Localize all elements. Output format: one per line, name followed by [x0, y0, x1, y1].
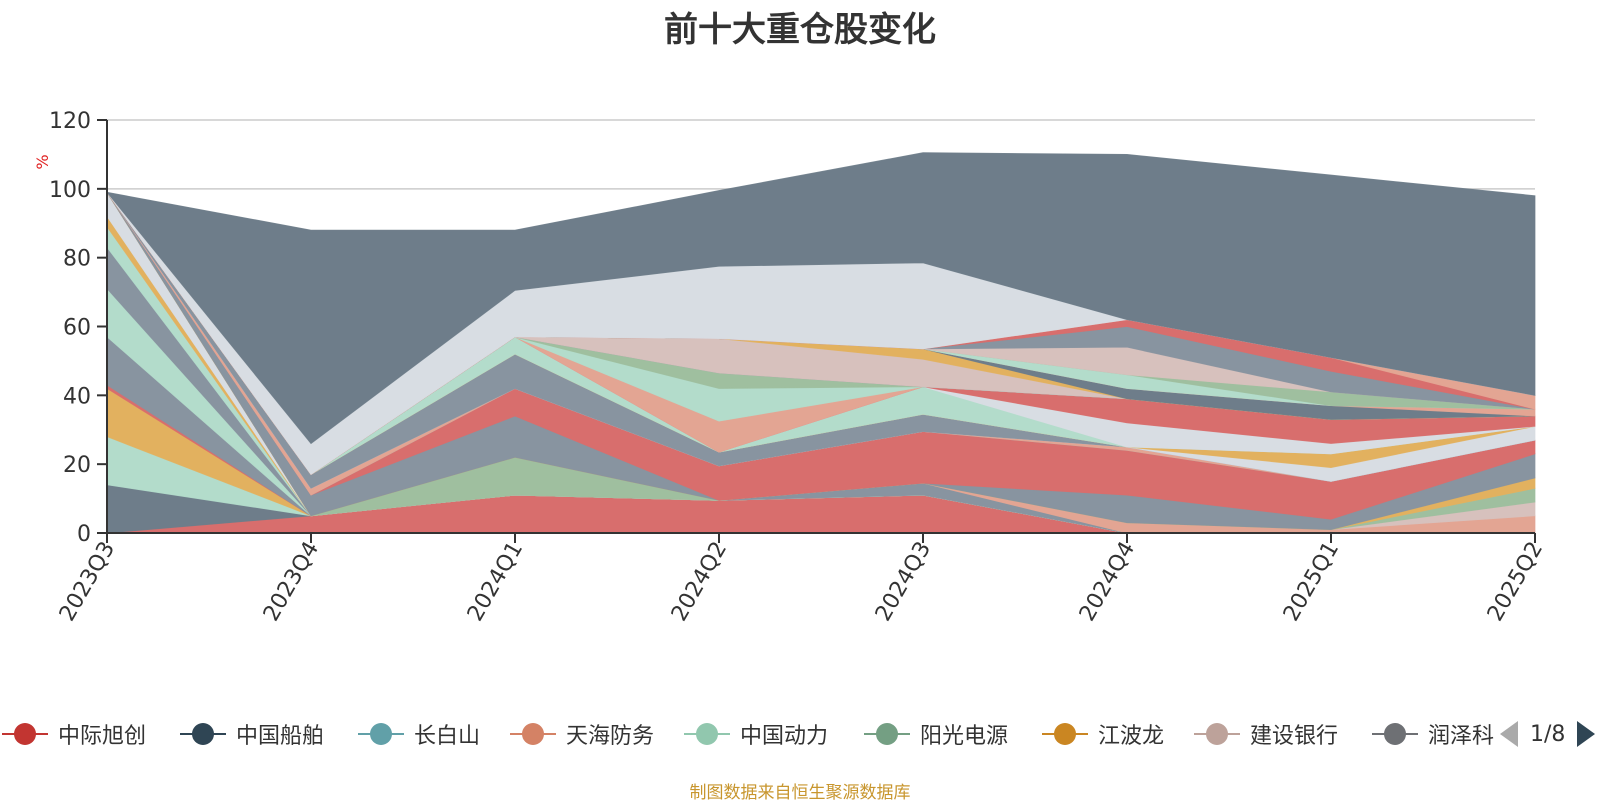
legend-item[interactable]: 中际旭创: [0, 716, 146, 752]
legend-label: 天海防务: [566, 724, 655, 749]
legend-marker-icon: [510, 723, 556, 745]
y-tick-label: 100: [49, 178, 91, 203]
legend-label: 中际旭创: [58, 724, 147, 749]
pager-next-icon[interactable]: [1573, 719, 1597, 749]
legend-pager: 1/8: [1498, 716, 1600, 752]
legend-marker-icon: [684, 723, 730, 745]
y-tick-label: 120: [49, 109, 91, 134]
legend-item[interactable]: 建设银行: [1192, 716, 1338, 752]
x-tick-label: 2024Q3: [871, 538, 936, 626]
area-chart: 0 20 40 60 80 100 120 2023Q3 2023Q4 2024Q1 2024Q2 2…: [33, 109, 1548, 626]
legend-item[interactable]: 中国动力: [682, 716, 828, 752]
x-tick-label: 2024Q1: [463, 538, 528, 626]
legend: 中际旭创 中国船舶 长白山 天海防务 中国动力 阳光电源 江波龙 建设银行 润泽科: [0, 716, 1500, 752]
legend-label: 江波龙: [1098, 724, 1165, 749]
x-tick-label: 2023Q3: [55, 538, 120, 626]
y-tick-label: 80: [63, 247, 91, 272]
pager-text: 1/8: [1530, 721, 1566, 747]
y-axis-unit-label: %: [33, 154, 52, 169]
y-tick-label: 40: [63, 384, 91, 409]
legend-item[interactable]: 长白山: [356, 716, 480, 752]
source-note: 制图数据来自恒生聚源数据库: [689, 783, 911, 803]
legend-item[interactable]: 润泽科: [1370, 716, 1494, 752]
legend-marker-icon: [358, 723, 404, 745]
x-tick-label: 2025Q2: [1483, 538, 1548, 626]
legend-label: 建设银行: [1250, 724, 1339, 749]
y-tick-label: 20: [63, 453, 91, 478]
legend-label: 阳光电源: [920, 724, 1009, 749]
legend-item[interactable]: 天海防务: [508, 716, 654, 752]
y-tick-label: 0: [77, 522, 91, 547]
legend-marker-icon: [1042, 723, 1088, 745]
x-tick-label: 2024Q4: [1075, 538, 1140, 626]
pager-prev-icon[interactable]: [1498, 719, 1522, 749]
chart-title: 前十大重仓股变化: [664, 10, 936, 50]
x-tick-label: 2025Q1: [1279, 538, 1344, 626]
legend-label: 中国船舶: [236, 724, 325, 749]
legend-marker-icon: [180, 723, 226, 745]
legend-item[interactable]: 江波龙: [1040, 716, 1164, 752]
legend-label: 中国动力: [740, 724, 829, 749]
x-tick-label: 2023Q4: [259, 538, 324, 626]
stacked-areas: [106, 152, 1536, 534]
legend-marker-icon: [1372, 723, 1418, 745]
legend-item[interactable]: 阳光电源: [862, 716, 1008, 752]
area-series-42[interactable]: [106, 152, 1536, 445]
x-tick-label: 2024Q2: [667, 538, 732, 626]
legend-marker-icon: [864, 723, 910, 745]
legend-label: 润泽科: [1428, 724, 1495, 749]
legend-marker-icon: [1194, 723, 1240, 745]
legend-marker-icon: [2, 723, 48, 745]
y-tick-label: 60: [63, 316, 91, 341]
legend-item[interactable]: 中国船舶: [178, 716, 324, 752]
legend-label: 长白山: [414, 724, 481, 749]
